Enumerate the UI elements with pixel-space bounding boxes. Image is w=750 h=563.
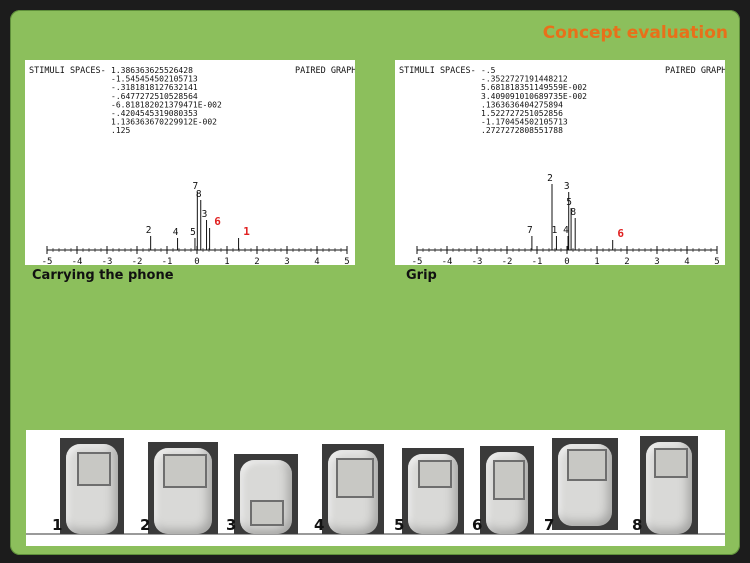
x-tick-label: -2 [132, 257, 143, 265]
stimulus-value-3: -.3181818127632141 [111, 83, 198, 92]
slide-frame: Concept evaluation STIMULI SPACES- PAIRED… [10, 10, 740, 555]
x-tick-label: -5 [42, 257, 53, 265]
phone-screen [77, 452, 111, 486]
data-label-3: 3 [202, 209, 208, 220]
phone-screen [654, 448, 688, 478]
stimulus-value-2: -1.545454502105713 [111, 75, 198, 84]
x-tick-label: -3 [472, 257, 483, 265]
concept-phone-model-2 [154, 448, 212, 534]
header-stimuli-label: STIMULI SPACES- [29, 66, 106, 76]
data-label-4: 4 [563, 225, 569, 236]
x-tick-label: -4 [442, 257, 453, 265]
concept-number-6: 6 [472, 516, 483, 534]
stimulus-value-5: -6.818182021379471E-002 [111, 100, 222, 109]
stimulus-value-2: -.3522727191448212 [481, 75, 568, 84]
phone-screen [250, 500, 284, 526]
data-label-3: 3 [564, 181, 570, 192]
data-label-5: 5 [190, 227, 196, 238]
concept-phone-model-6 [486, 452, 528, 534]
concept-phone-model-4 [328, 450, 378, 534]
x-tick-label: 3 [284, 257, 289, 265]
stimulus-value-4: 3.409091010689735E-002 [481, 92, 587, 101]
data-label-5: 5 [566, 197, 572, 208]
concept-phone-model-3 [240, 460, 292, 534]
data-label-1: 1 [243, 225, 250, 238]
caption-carrying: Carrying the phone [32, 268, 174, 283]
data-label-2: 2 [547, 173, 553, 184]
x-tick-label: 1 [594, 257, 599, 265]
concept-phone-model-7 [558, 444, 612, 526]
stimulus-value-7: 1.136363670229912E-002 [111, 118, 217, 127]
concept-number-2: 2 [140, 516, 151, 534]
x-tick-label: 0 [564, 257, 569, 265]
data-label-4: 4 [173, 227, 179, 238]
x-tick-label: -1 [532, 257, 543, 265]
concept-phone-model-5 [408, 454, 458, 534]
stimulus-value-6: -.4204545319080353 [111, 109, 198, 118]
chart-carrying: STIMULI SPACES- PAIRED GRAPH 1.38636362552… [29, 66, 355, 265]
header-paired-graph: PAIRED GRAPH [665, 66, 725, 76]
data-label-7: 7 [527, 225, 533, 236]
x-tick-label: 3 [654, 257, 659, 265]
x-tick-label: 2 [254, 257, 259, 265]
phone-screen [567, 449, 607, 481]
phone-screen [418, 460, 452, 488]
stimulus-value-7: -1.170454502105713 [481, 118, 568, 127]
data-label-8: 8 [196, 189, 202, 200]
x-tick-label: 5 [344, 257, 349, 265]
data-label-6: 6 [214, 215, 221, 228]
x-tick-label: 4 [684, 257, 689, 265]
concept-number-8: 8 [632, 516, 643, 534]
data-label-7: 7 [192, 181, 198, 192]
concept-number-5: 5 [394, 516, 405, 534]
chart-grip: STIMULI SPACES- PAIRED GRAPH -.5-.35227271… [399, 66, 725, 265]
stimulus-value-1: 1.386363625526428 [111, 66, 193, 75]
x-tick-label: -5 [412, 257, 423, 265]
phone-screen [336, 458, 374, 498]
x-tick-label: 5 [714, 257, 719, 265]
stimulus-value-8: .2727272808551788 [481, 126, 563, 135]
concept-number-4: 4 [314, 516, 325, 534]
x-tick-label: 4 [314, 257, 319, 265]
x-tick-label: 2 [624, 257, 629, 265]
caption-grip: Grip [406, 268, 437, 283]
x-tick-label: 1 [224, 257, 229, 265]
stimulus-value-4: -.6477272510528564 [111, 92, 198, 101]
slide-title: Concept evaluation [542, 23, 728, 43]
concept-phone-model-1 [66, 444, 118, 534]
stimulus-value-1: -.5 [481, 66, 496, 75]
data-label-1: 1 [552, 225, 558, 236]
concept-number-1: 1 [52, 516, 63, 534]
chart-panel-grip: STIMULI SPACES- PAIRED GRAPH -.5 -.35227271… [395, 60, 725, 265]
stimulus-value-6: 1.522727251052856 [481, 109, 563, 118]
concept-number-3: 3 [226, 516, 237, 534]
header-paired-graph: PAIRED GRAPH [295, 66, 355, 76]
phone-screen [493, 460, 525, 500]
concept-number-7: 7 [544, 516, 555, 534]
x-tick-label: 0 [194, 257, 199, 265]
data-label-8: 8 [570, 207, 576, 218]
stimulus-value-3: 5.681818351149559E-002 [481, 83, 587, 92]
data-label-6: 6 [617, 227, 624, 240]
concept-phone-model-8 [646, 442, 692, 534]
x-tick-label: -4 [72, 257, 83, 265]
stimulus-value-8: .125 [111, 126, 130, 135]
x-tick-label: -1 [162, 257, 173, 265]
phone-screen [163, 454, 207, 488]
x-tick-label: -2 [502, 257, 513, 265]
x-tick-label: -3 [102, 257, 113, 265]
strip-baseline [26, 533, 725, 535]
data-label-2: 2 [146, 225, 152, 236]
concept-photo-strip: 1 2 3 4 5 6 7 8 [26, 430, 725, 546]
header-stimuli-label: STIMULI SPACES- [399, 66, 476, 76]
stimulus-value-5: .1363636404275894 [481, 100, 563, 109]
chart-panel-carrying: STIMULI SPACES- PAIRED GRAPH 1.38636362552… [25, 60, 355, 265]
